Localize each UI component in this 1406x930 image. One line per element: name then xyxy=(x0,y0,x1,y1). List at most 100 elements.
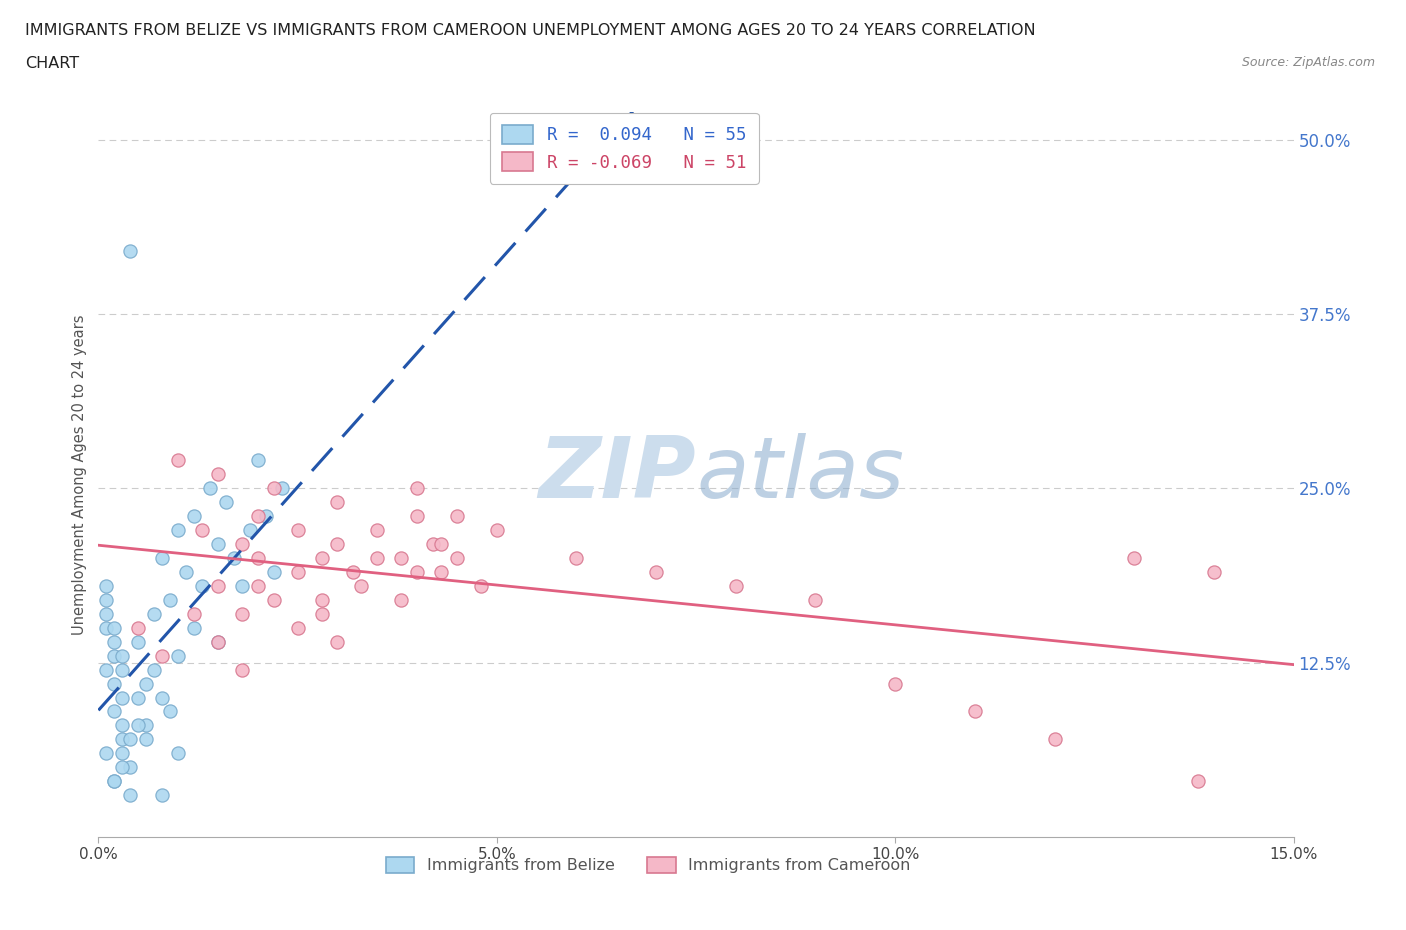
Point xyxy=(96,620,118,635)
Point xyxy=(167,453,190,468)
Point xyxy=(111,718,134,733)
Point xyxy=(287,565,309,579)
Legend: Immigrants from Belize, Immigrants from Cameroon: Immigrants from Belize, Immigrants from … xyxy=(380,850,917,880)
Point xyxy=(311,606,333,621)
Point xyxy=(326,537,349,551)
Point xyxy=(150,690,173,705)
Point xyxy=(389,551,412,565)
Point xyxy=(389,592,412,607)
Point xyxy=(254,509,277,524)
Point xyxy=(311,551,333,565)
Point xyxy=(485,523,508,538)
Point xyxy=(366,551,388,565)
Point xyxy=(406,565,429,579)
Point xyxy=(96,746,118,761)
Point xyxy=(159,704,181,719)
Point xyxy=(135,732,157,747)
Point xyxy=(446,509,468,524)
Point xyxy=(231,578,253,593)
Point xyxy=(191,578,214,593)
Point xyxy=(103,676,125,691)
Point xyxy=(127,620,149,635)
Point xyxy=(120,732,142,747)
Point xyxy=(406,509,429,524)
Text: ZIP: ZIP xyxy=(538,432,696,516)
Point xyxy=(103,774,125,789)
Point xyxy=(215,495,238,510)
Point xyxy=(198,481,221,496)
Point xyxy=(446,551,468,565)
Point xyxy=(174,565,197,579)
Point xyxy=(1187,774,1209,789)
Point xyxy=(207,634,229,649)
Point xyxy=(120,760,142,775)
Point xyxy=(191,523,214,538)
Point xyxy=(183,620,205,635)
Point xyxy=(422,537,444,551)
Point xyxy=(246,578,269,593)
Point xyxy=(724,578,747,593)
Point xyxy=(150,551,173,565)
Point xyxy=(127,634,149,649)
Point xyxy=(183,606,205,621)
Point xyxy=(565,551,588,565)
Point xyxy=(167,523,190,538)
Point xyxy=(103,648,125,663)
Point xyxy=(111,760,134,775)
Point xyxy=(135,676,157,691)
Point xyxy=(246,509,269,524)
Point xyxy=(366,523,388,538)
Point xyxy=(884,676,907,691)
Point xyxy=(167,648,190,663)
Point xyxy=(207,537,229,551)
Point xyxy=(246,453,269,468)
Point xyxy=(111,732,134,747)
Point xyxy=(143,662,166,677)
Point xyxy=(406,481,429,496)
Text: Source: ZipAtlas.com: Source: ZipAtlas.com xyxy=(1241,56,1375,69)
Point xyxy=(150,788,173,803)
Point xyxy=(430,565,453,579)
Point xyxy=(96,592,118,607)
Point xyxy=(231,606,253,621)
Point xyxy=(103,620,125,635)
Point xyxy=(239,523,262,538)
Point xyxy=(222,551,245,565)
Point xyxy=(350,578,373,593)
Point xyxy=(207,467,229,482)
Point xyxy=(111,746,134,761)
Point xyxy=(167,746,190,761)
Point xyxy=(231,662,253,677)
Point xyxy=(804,592,827,607)
Point xyxy=(96,662,118,677)
Y-axis label: Unemployment Among Ages 20 to 24 years: Unemployment Among Ages 20 to 24 years xyxy=(72,314,87,634)
Point xyxy=(263,565,285,579)
Point xyxy=(311,592,333,607)
Point xyxy=(287,620,309,635)
Text: IMMIGRANTS FROM BELIZE VS IMMIGRANTS FROM CAMEROON UNEMPLOYMENT AMONG AGES 20 TO: IMMIGRANTS FROM BELIZE VS IMMIGRANTS FRO… xyxy=(25,23,1036,38)
Point xyxy=(135,718,157,733)
Point xyxy=(246,551,269,565)
Point xyxy=(120,244,142,259)
Point xyxy=(326,634,349,649)
Point xyxy=(207,578,229,593)
Point xyxy=(127,690,149,705)
Point xyxy=(1043,732,1066,747)
Text: atlas: atlas xyxy=(696,432,904,516)
Point xyxy=(1202,565,1225,579)
Point xyxy=(183,509,205,524)
Point xyxy=(470,578,492,593)
Point xyxy=(111,690,134,705)
Point xyxy=(207,634,229,649)
Point xyxy=(103,634,125,649)
Point xyxy=(263,481,285,496)
Point xyxy=(96,606,118,621)
Point xyxy=(645,565,668,579)
Point xyxy=(963,704,986,719)
Point xyxy=(159,592,181,607)
Point xyxy=(231,537,253,551)
Point xyxy=(263,592,285,607)
Point xyxy=(111,662,134,677)
Point xyxy=(120,788,142,803)
Point xyxy=(270,481,292,496)
